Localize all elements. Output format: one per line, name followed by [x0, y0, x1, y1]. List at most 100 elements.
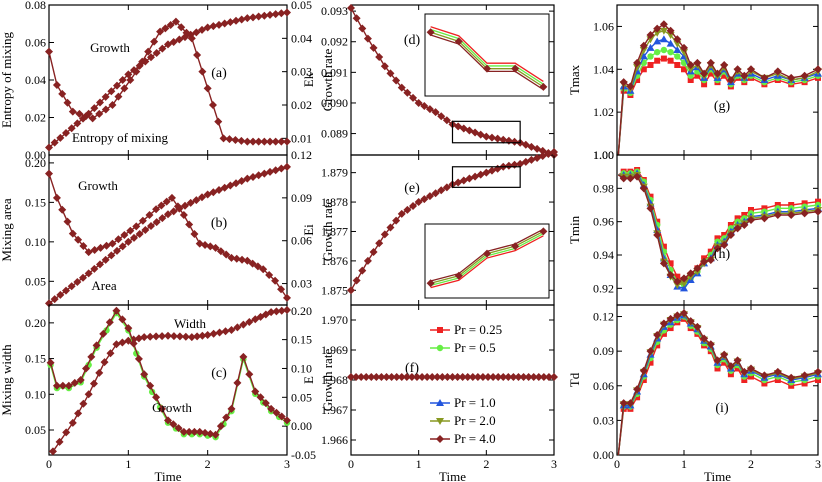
curve-c-point	[68, 418, 77, 427]
series-pr_4_0-point	[720, 241, 729, 249]
growth-b-point	[90, 246, 99, 254]
y-tick-label: 0.05	[25, 423, 46, 437]
panel-label: (g)	[714, 99, 731, 114]
series-pr_4_0-point	[666, 26, 675, 35]
curve-c-point	[106, 349, 115, 358]
y-tick-label-right: 0.03	[291, 65, 312, 79]
x-tick-label: 3	[284, 457, 290, 471]
curve-d-point	[493, 134, 502, 143]
growth-b-point	[271, 276, 280, 285]
curve-a-point	[198, 25, 206, 34]
curve-f-point	[509, 373, 518, 381]
series-pr_1_0-point	[646, 43, 655, 51]
y-tick-label: 1.878	[321, 195, 348, 209]
series-pr_0_25-point	[634, 77, 641, 83]
series-pr_4_0-point	[633, 58, 642, 67]
growth-b-point	[68, 229, 77, 238]
series-pr_4_0-point	[726, 231, 735, 239]
series-pr_0_5-line	[618, 170, 819, 286]
panel-e: 1.875 1.876 1.877 1.878 1.879 Ei (e)	[301, 148, 558, 306]
growth-a-point	[166, 21, 175, 29]
curve-c-point	[146, 332, 155, 341]
curve-f-point	[468, 373, 477, 381]
y-axis-label: E	[301, 376, 316, 384]
y-tick-label: 0.12	[593, 310, 614, 324]
series-pr_4_0-point	[814, 207, 822, 216]
curve-c-point	[140, 333, 149, 342]
curve-e-point	[414, 198, 423, 207]
curve-c-point	[152, 332, 161, 341]
growth-b-point	[102, 241, 111, 250]
series-pr_1_0-point	[653, 37, 662, 45]
curve-d-point	[358, 24, 367, 33]
series-pr_4_0-point	[680, 274, 688, 283]
growth-a-line	[48, 20, 287, 143]
series-pr_0_25-point	[654, 342, 661, 349]
y-tick-label-right: 0.05	[291, 390, 312, 404]
curve-c-point	[283, 306, 291, 314]
y-tick-label: 1.06	[593, 19, 614, 33]
y-tick-label: 0.092	[321, 35, 348, 49]
curve-a-point	[249, 13, 257, 22]
series-pr_0_25-point	[660, 55, 667, 62]
curve-f-point	[377, 373, 386, 381]
annotation: Growth	[152, 400, 192, 415]
growth-a-point	[52, 81, 61, 89]
inset-point	[426, 279, 435, 288]
curve-a-point	[50, 138, 59, 147]
curve-f-point	[372, 373, 381, 381]
annotation: Growth	[90, 40, 130, 55]
legend-label: Pr = 2.0	[454, 413, 496, 428]
growth-b-point	[227, 253, 236, 262]
y-tick-label: 0.10	[25, 387, 46, 401]
curve-a-point	[271, 10, 280, 19]
series-pr_4_0-point	[646, 204, 655, 213]
inset-point	[483, 64, 491, 73]
series-pr_4_0-point	[787, 211, 796, 219]
curve-f-point	[433, 373, 442, 381]
series-pr_0_25-point	[721, 359, 728, 366]
annotation: Entropy of mixing	[72, 130, 169, 145]
y-tick-label: 1.969	[321, 343, 348, 357]
curve-f-point	[484, 373, 493, 381]
curve-d-point	[437, 112, 446, 121]
curve-a-point	[90, 104, 99, 113]
series-pr_4_0-point	[800, 71, 809, 80]
y-tick-label-right: 0.06	[291, 234, 312, 248]
curve-c-point	[124, 336, 133, 345]
curve-c-point	[112, 340, 121, 349]
y-tick-label: 1.00	[593, 148, 614, 162]
growth-c-point	[211, 430, 220, 439]
series-pr_1_0-point	[639, 52, 648, 60]
y-axis-label-right: Growth rate	[320, 49, 335, 112]
curve-a-point	[67, 124, 76, 133]
curve-b-point	[169, 207, 178, 216]
series-pr_4_0-point	[740, 367, 749, 376]
growth-c-point	[239, 352, 248, 361]
series-pr_4_0-point	[673, 277, 682, 286]
series-pr_4_0-point	[713, 244, 722, 253]
y-tick-label: 1.02	[593, 105, 614, 119]
curve-e-point	[425, 192, 434, 201]
growth-b-point	[238, 255, 247, 264]
y-tick-label-right: 0.05	[291, 0, 312, 12]
y-axis-label: Mixing area	[0, 198, 14, 261]
series-pr_0_25-point	[674, 273, 681, 280]
curve-f-point	[463, 373, 472, 381]
growth-a-point	[82, 112, 91, 121]
y-tick-label: 0.091	[321, 65, 348, 79]
growth-b-point	[96, 243, 105, 252]
curve-c-point	[55, 437, 64, 446]
series-pr_2_0-point	[686, 66, 695, 74]
growth-b-point	[52, 193, 61, 202]
series-pr_4_0-point	[706, 58, 715, 67]
series-pr_4_0-point	[787, 373, 796, 382]
curve-e-point	[420, 195, 429, 204]
y-axis-label: Ek	[301, 72, 316, 87]
y-tick-label-right: 0.20	[291, 304, 312, 318]
curve-f-point	[387, 373, 396, 381]
inset-point	[511, 64, 520, 73]
growth-b-point	[84, 248, 93, 257]
series-pr_0_25-line	[617, 169, 819, 281]
